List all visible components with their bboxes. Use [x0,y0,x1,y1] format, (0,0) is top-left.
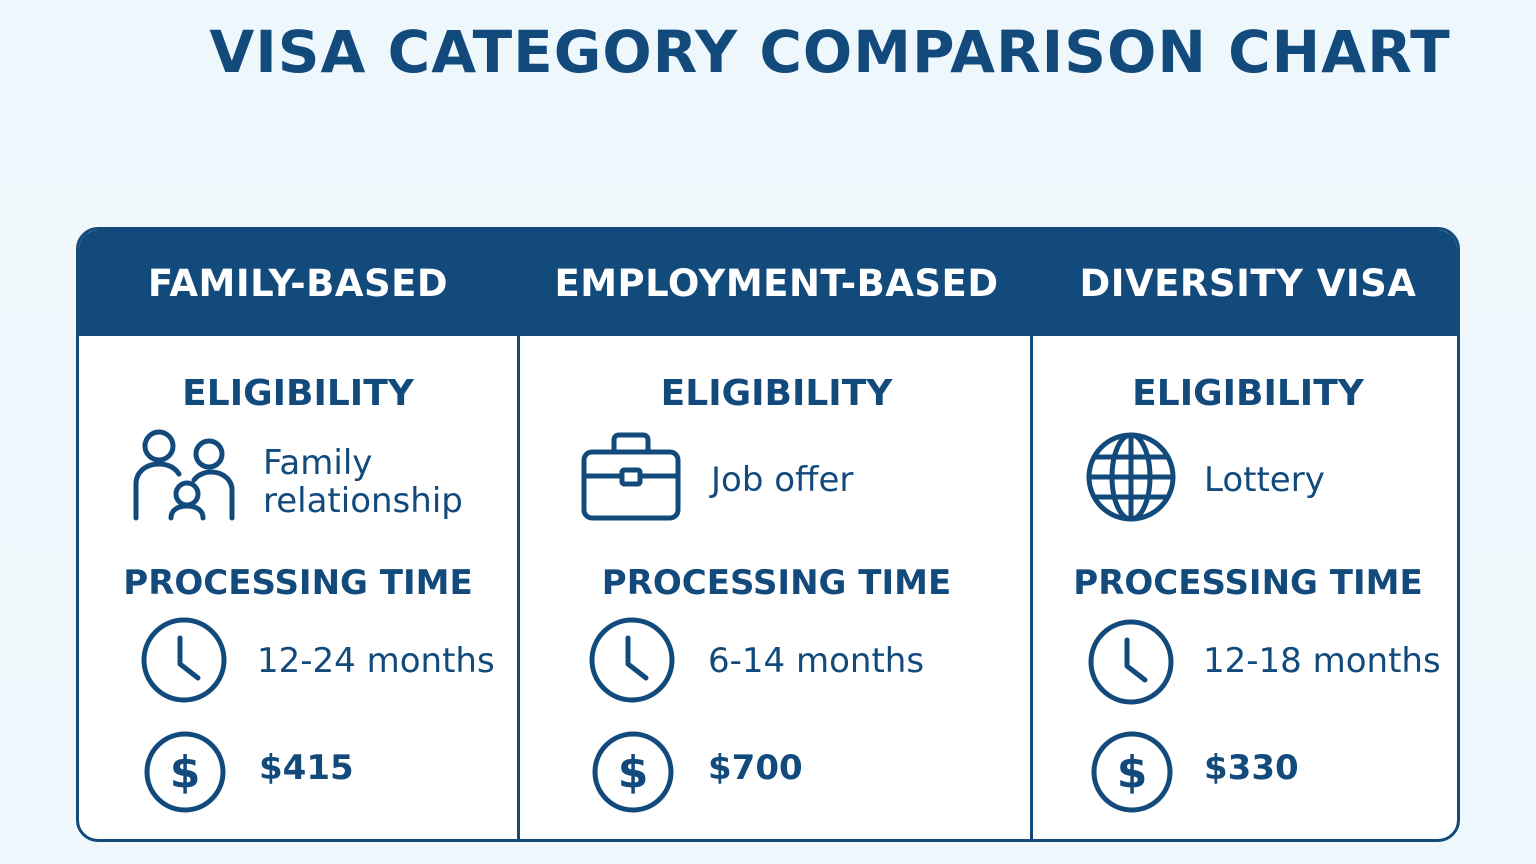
globe-icon [1085,431,1177,523]
clock-icon [140,616,228,704]
eligibility-label: ELIGIBILITY [1132,373,1364,414]
eligibility-label: ELIGIBILITY [182,373,414,414]
dollar-icon: $ [591,730,675,814]
eligibility-value: Family relationship [263,443,463,521]
clock-icon [588,616,676,704]
eligibility-value: Lottery [1204,460,1325,500]
processing-time-value: 6-14 months [708,641,925,681]
family-icon [131,428,237,524]
clock-icon [1087,618,1175,706]
column-employment-based: EMPLOYMENT-BASED ELIGIBILITY Job offer P… [517,230,1033,839]
dollar-icon: $ [1090,730,1174,814]
processing-time-value: 12-18 months [1203,641,1441,681]
eligibility-value: Job offer [711,460,854,500]
svg-text:$: $ [1117,747,1148,798]
processing-time-label: PROCESSING TIME [1073,563,1423,603]
column-header: DIVERSITY VISA [1033,230,1457,336]
column-header: FAMILY-BASED [79,230,517,336]
processing-time-value: 12-24 months [257,641,495,681]
column-header: EMPLOYMENT-BASED [520,230,1033,336]
fee-value: $330 [1204,748,1299,788]
fee-value: $700 [708,748,803,788]
eligibility-label: ELIGIBILITY [660,373,893,414]
processing-time-label: PROCESSING TIME [601,563,952,603]
column-diversity-visa: DIVERSITY VISA ELIGIBILITY Lottery PROCE… [1030,230,1457,839]
briefcase-icon [580,432,682,522]
column-family-based: FAMILY-BASED ELIGIBILITY Family relation… [79,230,517,839]
svg-text:$: $ [618,747,649,798]
processing-time-label: PROCESSING TIME [123,563,473,603]
chart-title: VISA CATEGORY COMPARISON CHART [209,18,1451,86]
comparison-table: FAMILY-BASED ELIGIBILITY Family relation… [76,227,1460,842]
svg-text:$: $ [170,747,201,798]
fee-value: $415 [259,748,354,788]
dollar-icon: $ [143,730,227,814]
